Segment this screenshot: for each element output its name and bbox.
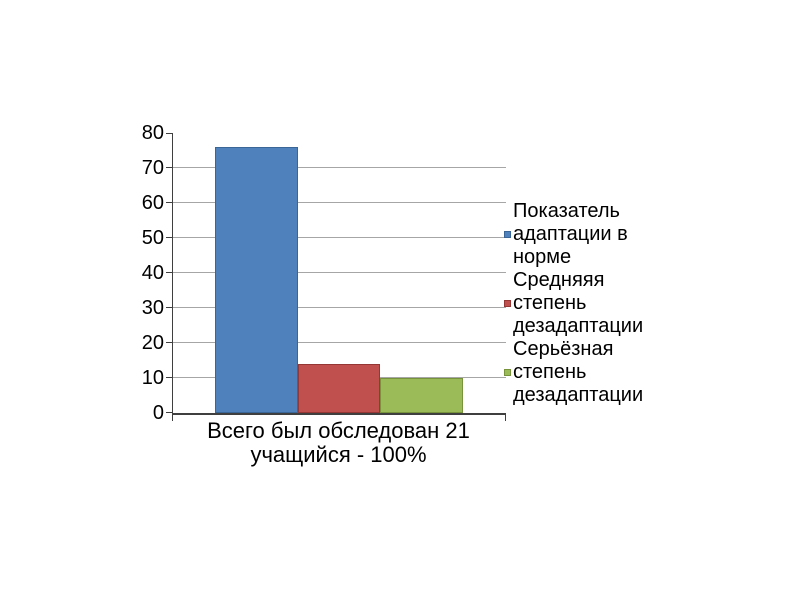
gridline: [173, 307, 506, 308]
legend-swatch: [504, 369, 511, 376]
y-axis-tick-label: 60: [141, 192, 164, 214]
legend-label: Показатель адаптации в норме: [513, 200, 628, 268]
y-axis-tick: [166, 167, 172, 168]
bar-series-3: [380, 378, 464, 413]
y-axis-tick: [166, 412, 172, 413]
y-axis-tick-label: 30: [141, 297, 164, 319]
y-axis-tick: [166, 237, 172, 238]
plot-area: [166, 133, 506, 421]
y-axis-tick-label: 40: [141, 262, 164, 284]
y-axis-tick: [166, 377, 172, 378]
y-axis-tick: [166, 307, 172, 308]
legend-swatch: [504, 231, 511, 238]
y-axis-tick-label: 20: [141, 332, 164, 354]
x-axis-label: Всего был обследован 21 учащийся - 100%: [207, 418, 470, 467]
y-axis-tick: [166, 202, 172, 203]
gridline: [173, 272, 506, 273]
legend-item: Серьёзная степень дезадаптации: [504, 338, 674, 407]
y-axis-tick-label: 0: [152, 402, 164, 424]
y-axis-tick-label: 70: [141, 157, 164, 179]
x-axis-end-tick: [172, 415, 173, 421]
legend-label: Серьёзная степень дезадаптации: [513, 338, 644, 406]
y-axis-tick-label: 80: [141, 122, 164, 144]
gridline: [173, 167, 506, 168]
gridline: [173, 237, 506, 238]
gridline: [173, 202, 506, 203]
legend-item: Показатель адаптации в норме: [504, 200, 674, 269]
bar-series-2: [297, 364, 381, 413]
legend-item: Средняяя степень дезадаптации: [504, 269, 674, 338]
y-axis-tick: [166, 272, 172, 273]
bar-series-1: [215, 147, 298, 413]
y-axis-tick: [166, 342, 172, 343]
legend-swatch: [504, 300, 511, 307]
gridline: [173, 342, 506, 343]
y-axis-labels: 0 10 20 30 40 50 60 70 80: [0, 0, 164, 600]
y-axis-tick: [166, 133, 172, 134]
y-axis-tick-label: 50: [141, 227, 164, 249]
legend-label: Средняяя степень дезадаптации: [513, 269, 644, 337]
x-axis-end-tick: [505, 415, 506, 421]
y-axis-tick-label: 10: [141, 367, 164, 389]
legend: Показатель адаптации в норме Средняяя сте…: [504, 200, 674, 407]
